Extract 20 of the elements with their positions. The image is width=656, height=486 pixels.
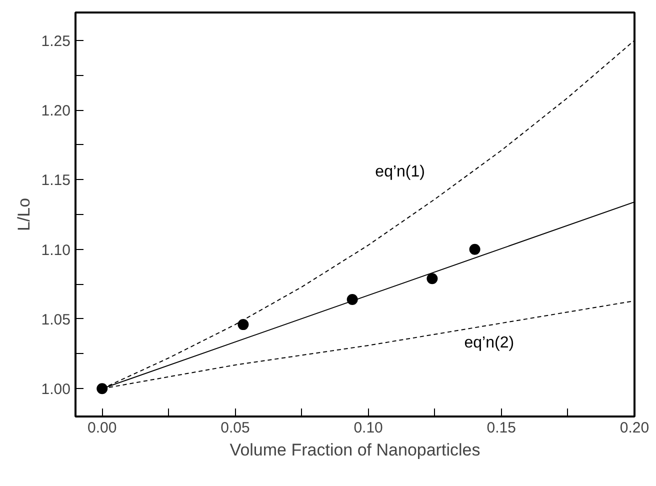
point [96, 383, 108, 394]
y-tick-label: 1.15 [41, 172, 71, 190]
point [238, 319, 249, 330]
point [426, 273, 438, 284]
y-tick-label: 1.25 [41, 32, 71, 50]
x-tick-label: 0.00 [88, 420, 117, 436]
point [469, 244, 480, 255]
series-label: eq’n(1) [375, 164, 425, 181]
x-tick-label: 0.15 [486, 420, 516, 436]
x-tick-label: 0.10 [354, 420, 383, 436]
x-tick-label: 0.20 [620, 420, 650, 436]
y-tick-label: 1.00 [41, 381, 71, 398]
y-tick-label: 1.20 [41, 102, 71, 120]
x-tick-label: 0.05 [220, 420, 250, 436]
y-tick-label: 1.10 [41, 242, 71, 259]
point [346, 294, 358, 305]
y-tick-label: 1.05 [41, 311, 71, 328]
x-axis-title: Volume Fraction of Nanoparticles [230, 440, 480, 460]
y-axis-title: L/Lo [14, 198, 34, 232]
series-label: eq’n(2) [464, 334, 514, 352]
